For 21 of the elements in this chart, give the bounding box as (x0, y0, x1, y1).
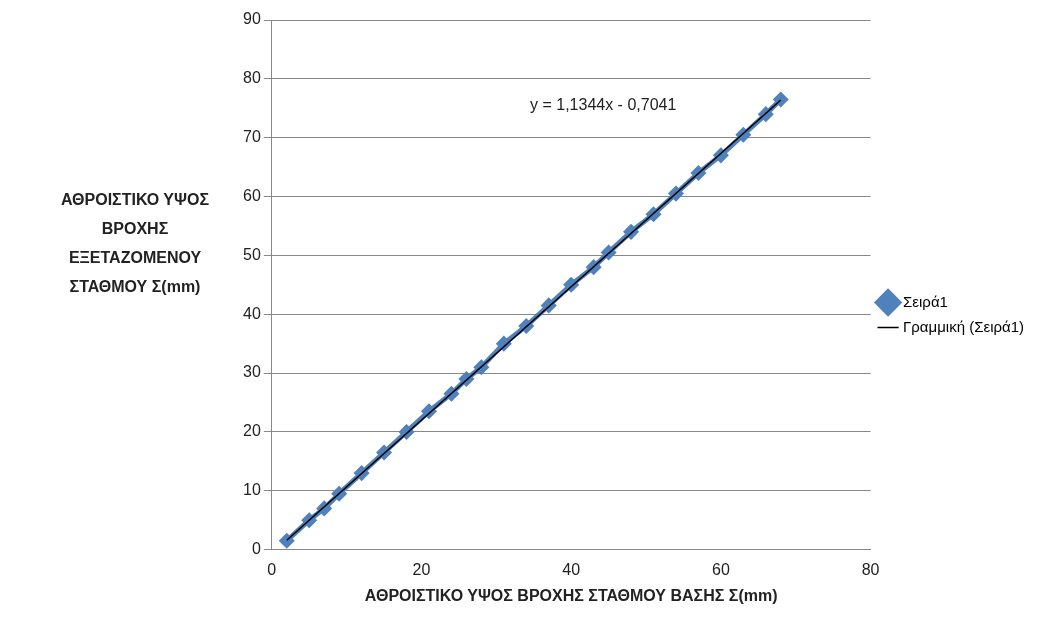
y-tick-label: 90 (243, 10, 261, 28)
legend-label: Γραμμική (Σειρά1) (903, 317, 1025, 335)
legend-label: Σειρά1 (903, 292, 948, 310)
x-tick-label: 0 (267, 560, 277, 578)
y-tick-label: 40 (243, 304, 261, 322)
y-tick-label: 20 (243, 422, 261, 440)
y-tick-label: 70 (243, 128, 261, 146)
y-tick-label: 80 (243, 69, 261, 87)
x-tick-label: 20 (412, 560, 431, 578)
y-tick-label: 10 (243, 481, 261, 499)
x-axis-title: ΑΘΡΟΙΣΤΙΚΟ ΥΨΟΣ ΒΡΟΧΗΣ ΣΤΑΘΜΟΥ ΒΑΣΗΣ Σ(mm) (364, 586, 778, 604)
y-tick-label: 0 (251, 540, 261, 558)
annotation: y = 1,1344x - 0,7041 (530, 96, 677, 114)
point (773, 92, 788, 107)
y-tick-label: 30 (243, 363, 261, 381)
y-tick-label: 60 (243, 186, 261, 204)
y-axis-title: ΑΘΡΟΙΣΤΙΚΟ ΥΨΟΣ ΒΡΟΧΗΣ ΕΞΕΤΑΖΟΜΕΝΟΥ ΣΤΑΘΜΟΥ Σ(mm) (59, 190, 210, 297)
x-tick-label: 80 (861, 560, 880, 578)
x-tick-label: 40 (562, 560, 581, 578)
y-tick-label: 50 (243, 245, 261, 263)
x-tick-label: 60 (711, 560, 730, 578)
